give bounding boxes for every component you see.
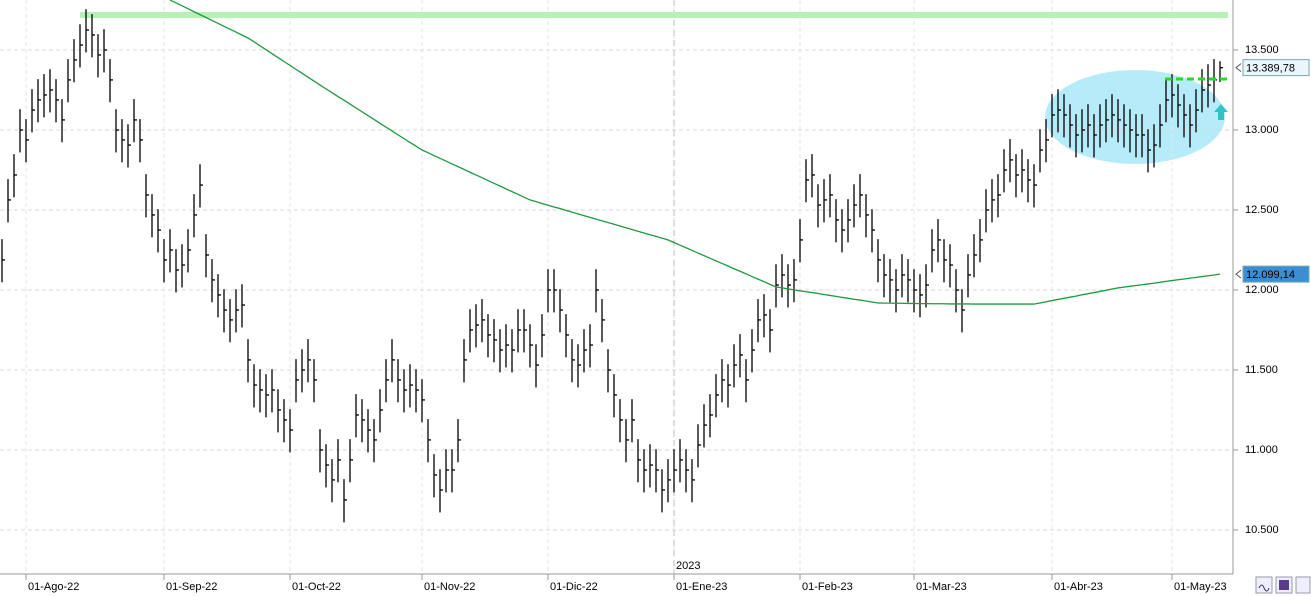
toolbar-icon-glyph [1258, 584, 1270, 592]
y-tick-label: 11.000 [1245, 444, 1278, 456]
y-tick-label: 11.500 [1245, 364, 1278, 376]
moving-average-line [169, 0, 1221, 305]
x-tick-label: 01-Oct-22 [292, 581, 341, 593]
year-label: 2023 [676, 560, 700, 572]
price-tag-label: 13.389,78 [1246, 63, 1295, 75]
x-tick-label: 01-Dic-22 [550, 581, 598, 593]
settings-icon[interactable] [1295, 576, 1311, 594]
y-tick-label: 12.500 [1245, 204, 1279, 216]
up-arrow [1214, 104, 1228, 120]
y-tick-label: 13.000 [1245, 124, 1279, 136]
x-tick-label: 01-Nov-22 [424, 581, 475, 593]
highlight-ellipse [1045, 70, 1225, 164]
save-icon-glyph [1279, 580, 1289, 590]
toolbar-icon[interactable] [1255, 576, 1273, 594]
x-tick-label: 01-Feb-23 [802, 581, 853, 593]
price-tag-pointer [1235, 269, 1242, 279]
y-tick-label: 10.500 [1245, 524, 1279, 536]
x-tick-label: 01-Sep-22 [166, 581, 217, 593]
price-tag-pointer [1235, 63, 1242, 73]
price-tag-label: 12.099,14 [1246, 269, 1295, 281]
price-tag [1242, 265, 1310, 283]
x-tick-label: 01-Abr-23 [1054, 581, 1103, 593]
x-tick-label: 01-Ene-23 [676, 581, 727, 593]
price-tag [1242, 59, 1310, 77]
y-tick-label: 13.500 [1245, 44, 1279, 56]
x-tick-label: 01-Ago-22 [28, 581, 79, 593]
x-tick-label: 01-Mar-23 [916, 581, 967, 593]
x-tick-label: 01-May-23 [1174, 581, 1227, 593]
y-tick-label: 12.000 [1245, 284, 1279, 296]
